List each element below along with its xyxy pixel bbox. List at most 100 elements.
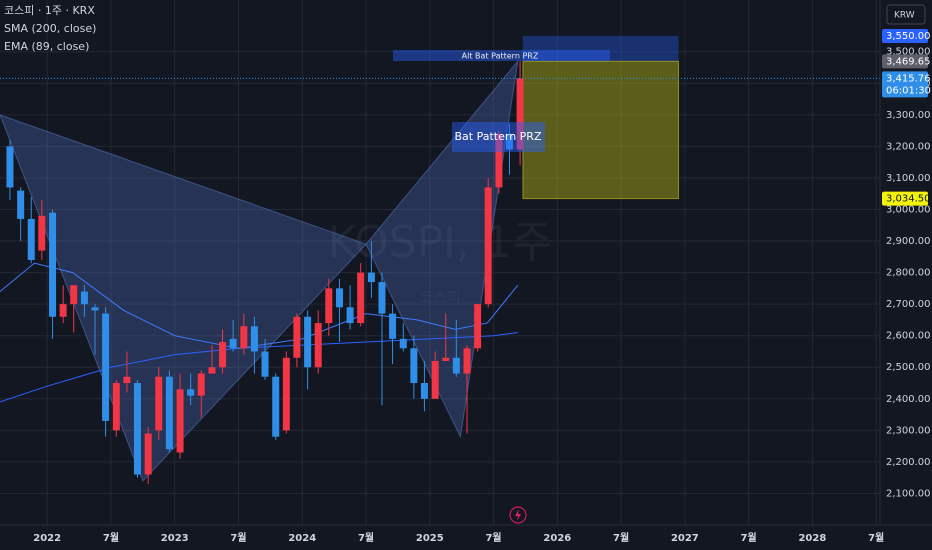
candle-body	[155, 376, 163, 431]
x-tick-label: 2022	[33, 533, 61, 544]
candle-body	[229, 338, 237, 349]
y-tick-label: 3,000.00	[886, 204, 931, 215]
candle-body	[59, 304, 67, 317]
x-tick-label: 7월	[358, 532, 374, 544]
indicator-line	[0, 332, 518, 403]
y-tick-label: 2,100.00	[886, 488, 931, 499]
candle-body	[272, 376, 280, 437]
candle-body	[123, 376, 131, 384]
bat-box	[452, 122, 545, 152]
y-tick-label: 2,800.00	[886, 268, 931, 279]
y-tick-label: 3,100.00	[886, 173, 931, 184]
indicator-name: SMA (200, close)	[4, 22, 96, 35]
candle-body	[282, 357, 290, 431]
candle-body	[197, 373, 205, 396]
price-badge-label: 3,469.65	[886, 56, 931, 67]
candle-body	[219, 342, 227, 368]
x-tick-label: 2026	[543, 533, 571, 544]
stop-zone	[522, 60, 679, 200]
candle-body	[304, 316, 312, 368]
candle-body	[516, 78, 524, 150]
event-icon[interactable]	[509, 506, 527, 524]
candle-body	[261, 351, 269, 377]
currency-box[interactable]	[886, 4, 926, 25]
y-tick-label: 3,200.00	[886, 141, 931, 152]
watermark: KOSPI, 1주	[328, 217, 553, 268]
x-tick-label: 2023	[161, 533, 189, 544]
candle-body	[6, 146, 14, 188]
annotation: Bat Pattern PRZ	[455, 130, 542, 143]
candle-body	[442, 357, 450, 361]
alt-bat-box	[393, 50, 610, 61]
candle-body	[495, 133, 503, 188]
x-tick-label: 2028	[798, 533, 826, 544]
candle-body	[112, 383, 120, 431]
candle-body	[176, 389, 184, 453]
x-tick-label: 2027	[671, 533, 699, 544]
grid	[0, 0, 880, 525]
target-zone	[522, 35, 679, 62]
candle-body	[80, 291, 88, 305]
x-tick-label: 7월	[103, 532, 119, 544]
plot	[0, 35, 880, 484]
x-tick-label: 7월	[741, 532, 757, 544]
candle-body	[17, 190, 25, 219]
price-badge-label: 3,034.50	[886, 194, 931, 205]
candle-body	[240, 326, 248, 349]
candle-body	[506, 133, 514, 150]
y-tick-label: 2,400.00	[886, 394, 931, 405]
candle-body	[144, 433, 152, 475]
candle-body	[70, 285, 78, 305]
price-badge-label: 3,550.00	[886, 31, 931, 42]
candle-body	[431, 360, 439, 399]
y-tick-label: 2,600.00	[886, 331, 931, 342]
price-badge	[882, 28, 928, 43]
currency[interactable]: KRW	[894, 11, 915, 21]
axis: 2,100.00 2,200.00 2,300.00 2,400.00 2,500.00…	[33, 28, 931, 544]
candle-body	[49, 212, 57, 317]
y-tick-label: 3,300.00	[886, 110, 931, 121]
indicator-name: EMA (89, close)	[4, 40, 89, 53]
y-tick-label: 2,200.00	[886, 457, 931, 468]
candle-body	[38, 215, 46, 251]
y-tick-label: 2,900.00	[886, 236, 931, 247]
symbol-title: 코스피 · 1주 · KRX	[4, 4, 95, 17]
x-tick-label: 7월	[230, 532, 246, 544]
candle-body	[336, 288, 344, 308]
last-price-badge	[882, 71, 928, 98]
candle-body	[250, 326, 258, 352]
annotation: Alt Bat Pattern PRZ	[462, 52, 539, 61]
candle-body	[27, 218, 35, 260]
y-tick-label: 2,700.00	[886, 299, 931, 310]
candle-body	[102, 313, 110, 421]
candle-body	[293, 316, 301, 358]
x-tick-label: 7월	[868, 532, 884, 544]
indicator-line	[0, 262, 519, 349]
y-tick-label: 2,500.00	[886, 362, 931, 373]
candle-body	[133, 383, 141, 475]
candle-body	[484, 187, 492, 305]
candle-body	[474, 304, 482, 349]
x-tick-label: 2025	[416, 533, 444, 544]
countdown: 06:01:30	[886, 85, 931, 96]
price-badge	[882, 54, 928, 69]
candle-body	[187, 389, 195, 396]
candle-body	[389, 313, 397, 339]
x-tick-label: 2024	[288, 533, 316, 544]
candle-body	[463, 348, 471, 374]
candle-body	[208, 367, 216, 374]
candle-body	[367, 272, 375, 283]
candle-body	[325, 288, 333, 324]
candle-body	[91, 307, 99, 311]
x-tick-label: 7월	[613, 532, 629, 544]
last-price-label: 3,415.76	[886, 73, 931, 84]
watermark-sub: 코스피	[419, 289, 460, 307]
candle-body	[165, 376, 173, 450]
price-badge	[882, 191, 928, 206]
candle-body	[410, 348, 418, 384]
y-tick-label: 2,300.00	[886, 425, 931, 436]
candle-body	[357, 272, 365, 324]
y-tick-label: 3,500.00	[886, 47, 931, 58]
